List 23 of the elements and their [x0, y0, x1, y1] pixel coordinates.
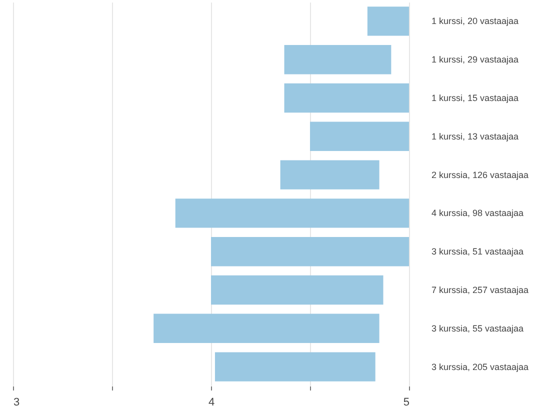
- bar: [154, 314, 380, 343]
- y-tick-label: 1 kurssi, 15 vastaajaa: [432, 93, 519, 103]
- y-tick-label: 1 kurssi, 29 vastaajaa: [432, 54, 519, 65]
- y-tick-label: 3 kurssia, 51 vastaajaa: [432, 246, 524, 257]
- bar: [284, 83, 409, 113]
- x-tick-label: 3: [14, 396, 20, 408]
- bar: [284, 45, 392, 74]
- y-tick-label: 1 kurssi, 20 vastaajaa: [432, 16, 519, 26]
- y-tick-label: 2 kurssia, 126 vastaajaa: [432, 170, 529, 180]
- bar: [211, 275, 384, 305]
- x-tick-label: 4: [208, 396, 215, 408]
- y-tick-label: 4 kurssia, 98 vastaajaa: [432, 208, 524, 218]
- bar: [367, 6, 409, 36]
- y-tick-label: 3 kurssia, 55 vastaajaa: [432, 323, 524, 334]
- bar: [310, 122, 409, 151]
- bar: [280, 160, 380, 190]
- y-tick-label: 7 kurssia, 257 vastaajaa: [432, 285, 529, 295]
- y-tick-label: 3 kurssia, 205 vastaajaa: [432, 362, 529, 372]
- bar: [214, 352, 376, 382]
- y-tick-label: 1 kurssi, 13 vastaajaa: [432, 131, 519, 142]
- x-tick-label: 5: [403, 396, 410, 408]
- bar: [211, 237, 409, 266]
- bar: [175, 198, 409, 228]
